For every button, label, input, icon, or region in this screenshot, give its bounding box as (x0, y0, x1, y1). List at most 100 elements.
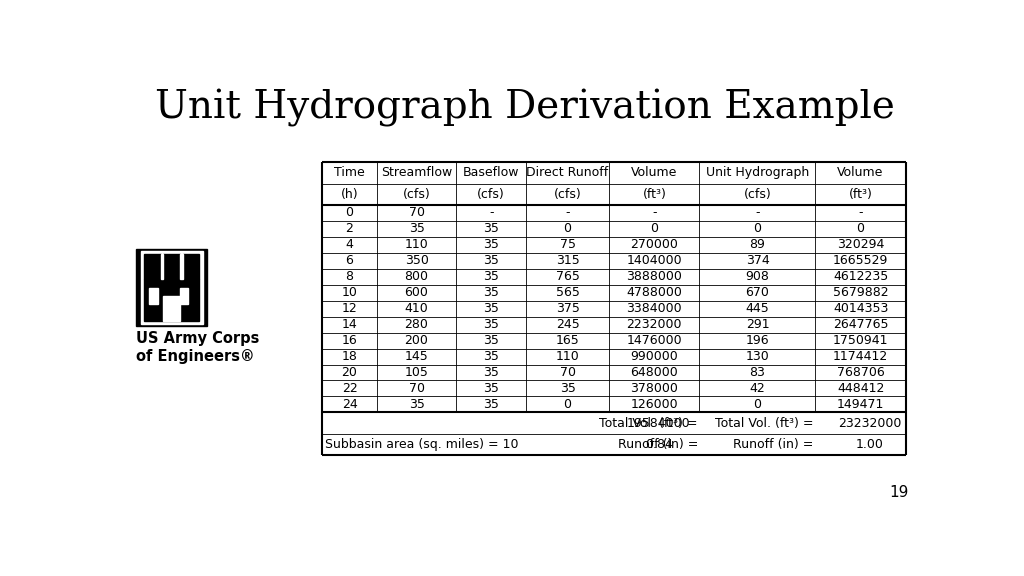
Text: 280: 280 (404, 318, 428, 331)
Text: 765: 765 (556, 270, 580, 283)
Text: 648000: 648000 (631, 366, 678, 379)
Text: 600: 600 (404, 286, 428, 299)
Text: 3888000: 3888000 (627, 270, 682, 283)
FancyBboxPatch shape (136, 249, 207, 327)
Text: (ft³): (ft³) (849, 188, 872, 200)
Text: 35: 35 (483, 382, 499, 395)
Text: 35: 35 (483, 270, 499, 283)
Text: 1174412: 1174412 (833, 350, 888, 363)
Text: 375: 375 (556, 302, 580, 315)
Text: 410: 410 (404, 302, 428, 315)
Text: 145: 145 (404, 350, 428, 363)
Bar (182, 254, 200, 279)
Text: (cfs): (cfs) (477, 188, 505, 200)
Text: 0: 0 (857, 222, 864, 235)
Text: 149471: 149471 (837, 398, 885, 411)
Text: 2232000: 2232000 (627, 318, 682, 331)
Text: 35: 35 (483, 222, 499, 235)
Text: 19584000: 19584000 (627, 416, 690, 430)
Bar (143, 279, 200, 321)
Text: 4612235: 4612235 (833, 270, 888, 283)
Text: 0.84: 0.84 (645, 438, 673, 451)
Text: 24: 24 (342, 398, 357, 411)
Text: 0: 0 (650, 222, 658, 235)
Text: 3384000: 3384000 (627, 302, 682, 315)
Text: 1404000: 1404000 (627, 254, 682, 267)
Text: 2647765: 2647765 (833, 318, 889, 331)
Text: 35: 35 (409, 398, 425, 411)
Bar (161, 254, 163, 279)
Text: Volume: Volume (631, 166, 678, 179)
Text: 445: 445 (745, 302, 769, 315)
Text: 565: 565 (556, 286, 580, 299)
Text: Subbasin area (sq. miles) = 10: Subbasin area (sq. miles) = 10 (325, 438, 518, 451)
Text: 1476000: 1476000 (627, 334, 682, 347)
Text: Time: Time (334, 166, 365, 179)
Text: 19: 19 (890, 485, 909, 500)
Bar (150, 287, 158, 304)
Text: 89: 89 (750, 238, 765, 251)
Text: 374: 374 (745, 254, 769, 267)
Text: 83: 83 (750, 366, 765, 379)
Text: 35: 35 (483, 366, 499, 379)
Bar (163, 254, 180, 279)
Text: 20: 20 (342, 366, 357, 379)
Text: 35: 35 (483, 254, 499, 267)
Text: (ft³): (ft³) (642, 188, 667, 200)
Text: -: - (565, 206, 569, 219)
Text: 8: 8 (345, 270, 353, 283)
Text: 0: 0 (754, 222, 762, 235)
Text: Unit Hydrograph: Unit Hydrograph (706, 166, 809, 179)
Text: 6: 6 (345, 254, 353, 267)
Text: 165: 165 (556, 334, 580, 347)
Text: 35: 35 (483, 302, 499, 315)
Text: Streamflow: Streamflow (381, 166, 453, 179)
Text: 35: 35 (483, 238, 499, 251)
Text: 0: 0 (563, 398, 571, 411)
Text: 0: 0 (345, 206, 353, 219)
Text: 1665529: 1665529 (833, 254, 888, 267)
Text: US Army Corps
of Engineers®: US Army Corps of Engineers® (136, 331, 259, 365)
Text: 35: 35 (409, 222, 425, 235)
Text: -: - (858, 206, 863, 219)
Text: 291: 291 (745, 318, 769, 331)
Text: 768706: 768706 (837, 366, 885, 379)
Text: 0: 0 (754, 398, 762, 411)
Text: 1750941: 1750941 (833, 334, 889, 347)
Text: 4014353: 4014353 (833, 302, 888, 315)
Text: 75: 75 (559, 238, 575, 251)
Text: 10: 10 (342, 286, 357, 299)
Text: 130: 130 (745, 350, 769, 363)
Text: 4: 4 (345, 238, 353, 251)
Text: 18: 18 (342, 350, 357, 363)
Text: 12: 12 (342, 302, 357, 315)
Text: 35: 35 (483, 398, 499, 411)
Text: 1.00: 1.00 (856, 438, 884, 451)
Text: (cfs): (cfs) (402, 188, 430, 200)
Text: -: - (488, 206, 494, 219)
Text: 35: 35 (483, 350, 499, 363)
Bar (140, 251, 203, 324)
Text: 35: 35 (483, 318, 499, 331)
Text: 70: 70 (409, 206, 425, 219)
Text: 23232000: 23232000 (838, 416, 901, 430)
Text: Direct Runoff: Direct Runoff (526, 166, 608, 179)
Bar (180, 254, 182, 279)
Text: 42: 42 (750, 382, 765, 395)
Text: Total Vol. (ft³) =: Total Vol. (ft³) = (599, 416, 698, 430)
Text: 0: 0 (563, 222, 571, 235)
Text: Baseflow: Baseflow (463, 166, 519, 179)
Text: Unit Hydrograph Derivation Example: Unit Hydrograph Derivation Example (155, 89, 895, 127)
Text: (cfs): (cfs) (554, 188, 582, 200)
Bar (163, 296, 180, 321)
Text: 110: 110 (556, 350, 580, 363)
Bar (143, 254, 161, 279)
Text: 14: 14 (342, 318, 357, 331)
Text: 5679882: 5679882 (833, 286, 889, 299)
Text: 800: 800 (404, 270, 428, 283)
Text: 35: 35 (483, 334, 499, 347)
Text: 320294: 320294 (837, 238, 885, 251)
Text: 2: 2 (345, 222, 353, 235)
Text: 448412: 448412 (837, 382, 885, 395)
Text: 35: 35 (560, 382, 575, 395)
